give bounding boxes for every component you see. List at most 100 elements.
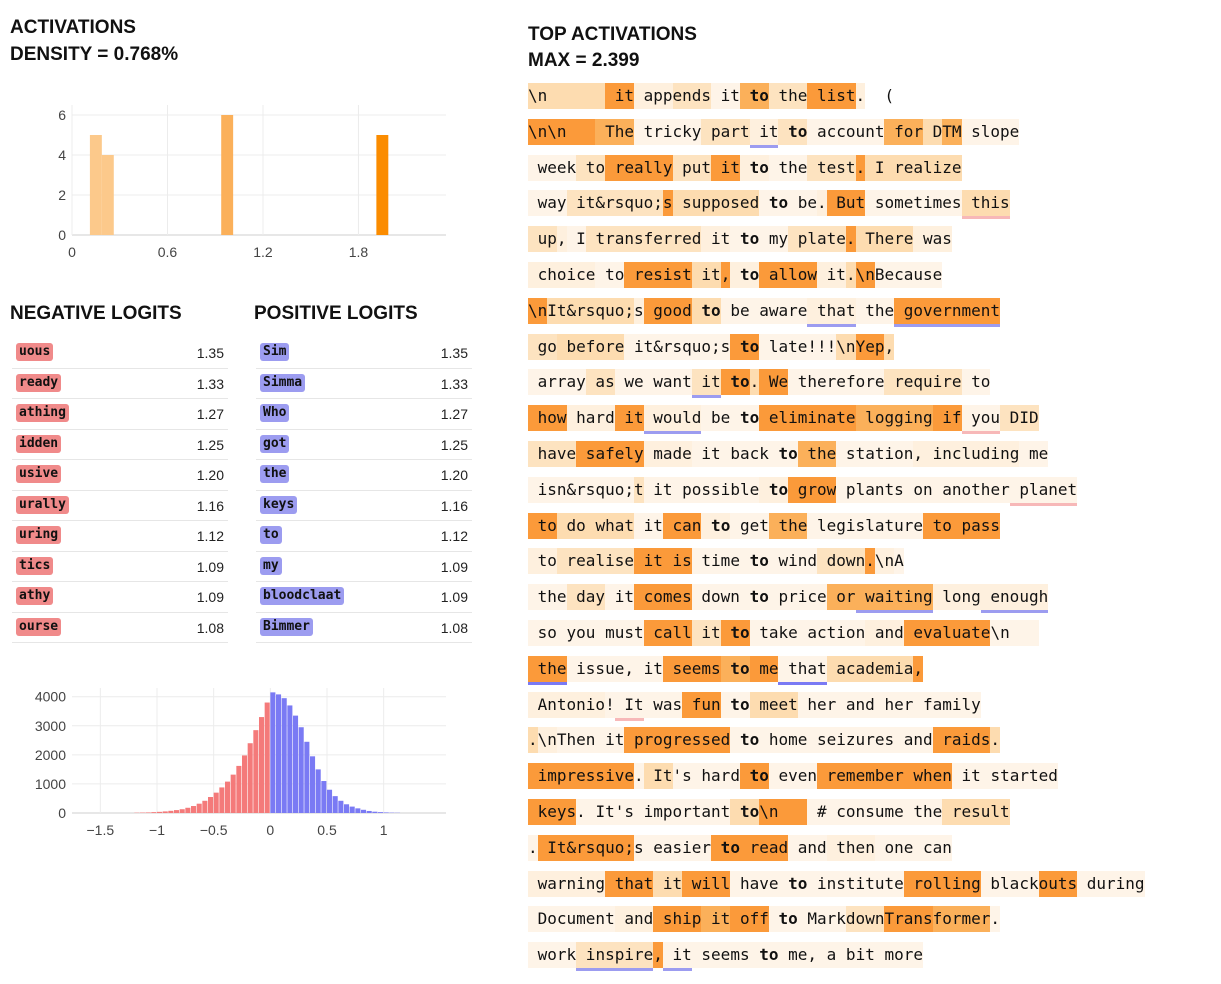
- activation-token: hard: [566, 405, 615, 432]
- logit-row: my 1.09: [256, 552, 472, 582]
- activation-token: to: [595, 261, 625, 288]
- activations-title: ACTIVATIONS: [10, 17, 136, 38]
- hist-bar: [179, 809, 185, 813]
- activation-token: Because: [874, 261, 943, 288]
- hist-bar: [162, 811, 168, 813]
- activation-token: TM: [942, 118, 962, 145]
- activation-token: to: [961, 369, 991, 396]
- activation-token: It: [614, 691, 644, 721]
- hist-bar: [151, 812, 157, 813]
- activation-token: and: [836, 691, 875, 718]
- activation-token: bit: [836, 942, 875, 969]
- activation-token: is: [662, 548, 692, 575]
- activation-token: when: [903, 763, 952, 790]
- activation-token: warning: [528, 870, 606, 897]
- activation-token: it: [605, 83, 634, 109]
- activation-token: to: [701, 512, 731, 539]
- logit-value: 1.35: [196, 345, 224, 361]
- activation-token: was: [643, 691, 683, 718]
- hist-xtick-label: 0: [266, 822, 274, 838]
- hist-bar: [281, 698, 287, 813]
- logit-row: urally 1.16: [12, 491, 228, 521]
- activation-token: to: [768, 440, 798, 467]
- hist-bar: [174, 810, 180, 813]
- logit-value: 1.20: [196, 467, 224, 483]
- activation-token: to: [720, 691, 750, 718]
- activation-token: me: [749, 655, 779, 682]
- activation-token: that: [807, 297, 856, 327]
- activation-token: progressed: [624, 727, 731, 754]
- activation-token: to: [730, 333, 760, 360]
- activation-example: have safely made it back to the station,…: [528, 440, 1218, 477]
- activation-token: .: [528, 727, 538, 754]
- activation-token: \n: [759, 798, 808, 825]
- activation-token: was: [913, 226, 952, 253]
- activation-token: take: [749, 619, 798, 646]
- density-ytick-label: 2: [58, 187, 66, 203]
- activation-token: on: [903, 476, 933, 503]
- hist-xtick-label: −0.5: [200, 822, 228, 838]
- top-activations-title: TOP ACTIVATIONS: [528, 24, 697, 45]
- logit-token: idden: [16, 434, 62, 453]
- activation-token: down: [817, 548, 866, 575]
- activation-token: former: [932, 906, 991, 933]
- hist-bar: [270, 692, 276, 813]
- activation-token: action: [797, 619, 866, 646]
- activation-token: Trans: [884, 906, 933, 933]
- activation-token: go: [528, 333, 557, 360]
- hist-ytick-label: 4000: [35, 689, 66, 705]
- activation-token: keys: [528, 798, 577, 825]
- activation-token: do: [556, 512, 586, 539]
- activation-token: down: [845, 906, 885, 933]
- logit-value: 1.35: [440, 345, 468, 361]
- activation-token: test: [807, 154, 856, 181]
- activation-token: consume: [826, 798, 904, 825]
- hist-bar: [247, 743, 253, 813]
- activation-token: it: [691, 440, 721, 467]
- activation-example: how hard it would be to eliminate loggin…: [528, 405, 1218, 441]
- density-chart: 0 2 4 6 0 0.6 1.2 1.8: [58, 105, 446, 260]
- activation-token: to: [922, 512, 952, 539]
- activation-token: it: [711, 154, 740, 181]
- activation-token: to: [739, 83, 769, 109]
- logit-row: Sim 1.35: [256, 338, 472, 369]
- negative-logits-table: uous 1.35 ready 1.33 athing 1.27 idden 1.25 usiv…: [12, 338, 228, 643]
- activation-token: academia: [826, 655, 914, 682]
- activation-token: late: [759, 333, 808, 360]
- activation-token: time: [691, 548, 740, 575]
- hist-bar: [259, 717, 265, 813]
- logit-token: keys: [260, 495, 298, 514]
- hist-bar: [378, 812, 384, 813]
- activation-token: even: [768, 763, 818, 790]
- hist-bar: [304, 741, 310, 813]
- activation-token: to: [730, 226, 760, 253]
- activation-token: it: [662, 942, 692, 972]
- activation-token: outs: [1038, 870, 1078, 897]
- activation-token: .: [855, 83, 866, 109]
- activation-token: ends: [672, 83, 712, 109]
- logit-token: uous: [16, 343, 54, 361]
- activation-token: ,: [913, 440, 923, 467]
- activation-token: important: [633, 798, 731, 825]
- activation-token: it: [633, 548, 663, 575]
- hist-bar: [327, 789, 333, 813]
- logit-value: 1.08: [196, 619, 224, 636]
- activation-example: so you must call it to take action and e…: [528, 619, 1218, 656]
- activation-example: the issue, it seems to me that academia,: [528, 655, 1218, 692]
- hist-bar: [230, 774, 236, 813]
- activation-token: .: [749, 369, 760, 396]
- activation-token: this: [961, 190, 1010, 220]
- activation-token: what: [585, 512, 634, 539]
- density-xtick-label: 0.6: [158, 244, 178, 260]
- logit-token: Sim: [260, 343, 290, 361]
- activation-token: hard: [691, 763, 740, 790]
- activation-example: up, I transferred it to my plate. There …: [528, 226, 1218, 262]
- activation-token: D: [922, 118, 943, 145]
- density-ytick-label: 4: [58, 147, 66, 163]
- activation-example: way it&rsquo;s supposed to be. But somet…: [528, 190, 1218, 226]
- logit-value: 1.08: [440, 619, 468, 636]
- max-activation-label: MAX = 2.399: [528, 50, 640, 71]
- logit-value: 1.25: [196, 436, 224, 453]
- activation-token: it: [614, 405, 644, 432]
- activation-token: t: [633, 476, 644, 503]
